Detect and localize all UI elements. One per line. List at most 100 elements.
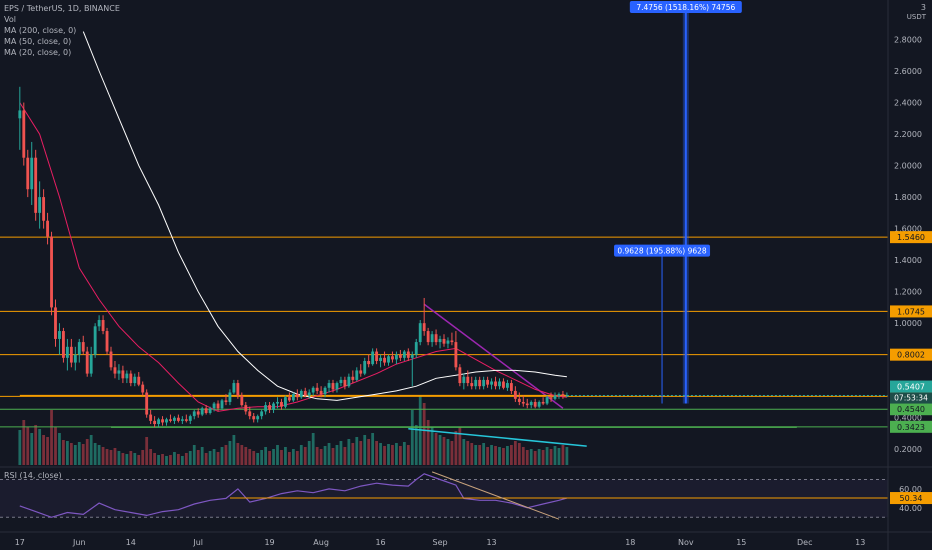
candle-body	[149, 414, 153, 421]
level-label: 0.3423	[897, 423, 925, 432]
volume-bar	[180, 456, 184, 465]
candle-body	[406, 351, 410, 358]
volume-bar	[149, 449, 153, 465]
volume-bar	[18, 430, 22, 465]
candle-body	[402, 351, 406, 358]
level-label: 0.4540	[897, 405, 925, 414]
candle-body	[414, 342, 418, 355]
ma-50-legend[interactable]: MA (50, close, 0)	[4, 37, 72, 46]
candle-body	[137, 376, 141, 385]
volume-bar	[173, 452, 176, 465]
candle-body	[506, 383, 509, 388]
candle-body	[208, 408, 212, 413]
candle-body	[450, 340, 454, 343]
current-price-label: 0.5407	[897, 383, 925, 392]
measure-label: 0.9628 (195.88%) 9628	[617, 247, 707, 256]
candle-body	[236, 383, 240, 396]
candle-body	[363, 360, 367, 374]
candle-body	[299, 390, 303, 398]
volume-bar	[478, 445, 482, 465]
rsi-tick-label: 40.00	[899, 504, 922, 513]
volume-bar	[177, 454, 180, 465]
ma-20-legend[interactable]: MA (20, close, 0)	[4, 48, 72, 57]
volume-bar	[192, 445, 196, 465]
candle-body	[529, 401, 533, 406]
candle-body	[248, 411, 252, 417]
volume-bar	[513, 441, 517, 465]
volume-bar	[303, 447, 307, 465]
price-tick-label: 0.2000	[894, 445, 922, 454]
volume-bar	[402, 442, 406, 465]
volume-bar	[323, 446, 327, 465]
volume-bar	[506, 446, 509, 465]
candle-body	[176, 417, 180, 421]
volume-bar	[224, 445, 228, 465]
candle-body	[486, 379, 490, 385]
volume-bar	[161, 454, 164, 465]
volume-bar	[212, 449, 216, 465]
candle-body	[442, 338, 446, 344]
price-tick-label: 2.8000	[894, 36, 922, 45]
candle-body	[196, 411, 200, 415]
time-tick-label: 13	[855, 538, 865, 547]
candle-body	[525, 403, 529, 406]
volume-bar	[264, 447, 267, 465]
price-tick-label: 1.8000	[894, 193, 922, 202]
rsi-title[interactable]: RSI (14, close)	[4, 471, 62, 480]
rsi-legend: RSI (14, close)	[4, 470, 62, 481]
volume-bar	[26, 427, 30, 465]
volume-bar	[288, 452, 291, 465]
current-price-tag	[890, 380, 932, 393]
candle-body	[438, 338, 442, 343]
volume-bar	[22, 420, 26, 465]
volume-bar	[165, 456, 168, 465]
moving-average-line	[19, 102, 567, 412]
volume-bar	[184, 453, 188, 465]
volume-bar	[529, 449, 533, 465]
candle-body	[295, 394, 299, 398]
candle-body	[180, 419, 184, 421]
volume-bar	[343, 447, 347, 465]
volume-bar	[153, 453, 156, 465]
candle-body	[232, 383, 236, 393]
candle-body	[73, 354, 77, 363]
volume-bar	[236, 443, 240, 465]
volume-bar	[81, 444, 85, 465]
ma-200-legend[interactable]: MA (200, close, 0)	[4, 26, 77, 35]
volume-bar	[395, 443, 398, 465]
volume-bar	[391, 445, 394, 465]
candle-body	[244, 405, 248, 412]
candle-body	[46, 220, 49, 237]
price-tick-label: 1.4000	[894, 256, 922, 265]
candle-body	[65, 346, 69, 358]
candle-body	[545, 397, 549, 404]
volume-bar	[422, 403, 426, 465]
candle-body	[284, 397, 287, 407]
candle-body	[153, 420, 157, 425]
candle-body	[54, 307, 57, 339]
volume-legend[interactable]: Vol	[4, 15, 16, 24]
candle-body	[557, 394, 561, 396]
candle-body	[351, 376, 355, 380]
time-tick-label: 15	[736, 538, 746, 547]
volume-bar	[77, 442, 81, 465]
rsi-current-tag	[890, 492, 932, 505]
time-axis: 17 Jun 14 Jul 19 Aug 16 Sep 13 18 Nov 15 Dec 13	[15, 538, 866, 547]
symbol-title[interactable]: EPS / TetherUS, 1D, BINANCE	[4, 4, 120, 13]
volume-bar	[561, 445, 565, 465]
candle-body	[454, 342, 458, 368]
candle-body	[133, 376, 137, 384]
volume-bar	[510, 445, 513, 465]
candle-body	[280, 401, 283, 407]
level-tag	[890, 420, 932, 433]
candle-body	[220, 400, 224, 409]
candle-body	[418, 323, 422, 343]
volume-bar	[62, 440, 65, 465]
candle-body	[93, 326, 97, 355]
candle-body	[157, 419, 160, 425]
candle-body	[474, 379, 478, 387]
volume-bar	[73, 445, 77, 465]
